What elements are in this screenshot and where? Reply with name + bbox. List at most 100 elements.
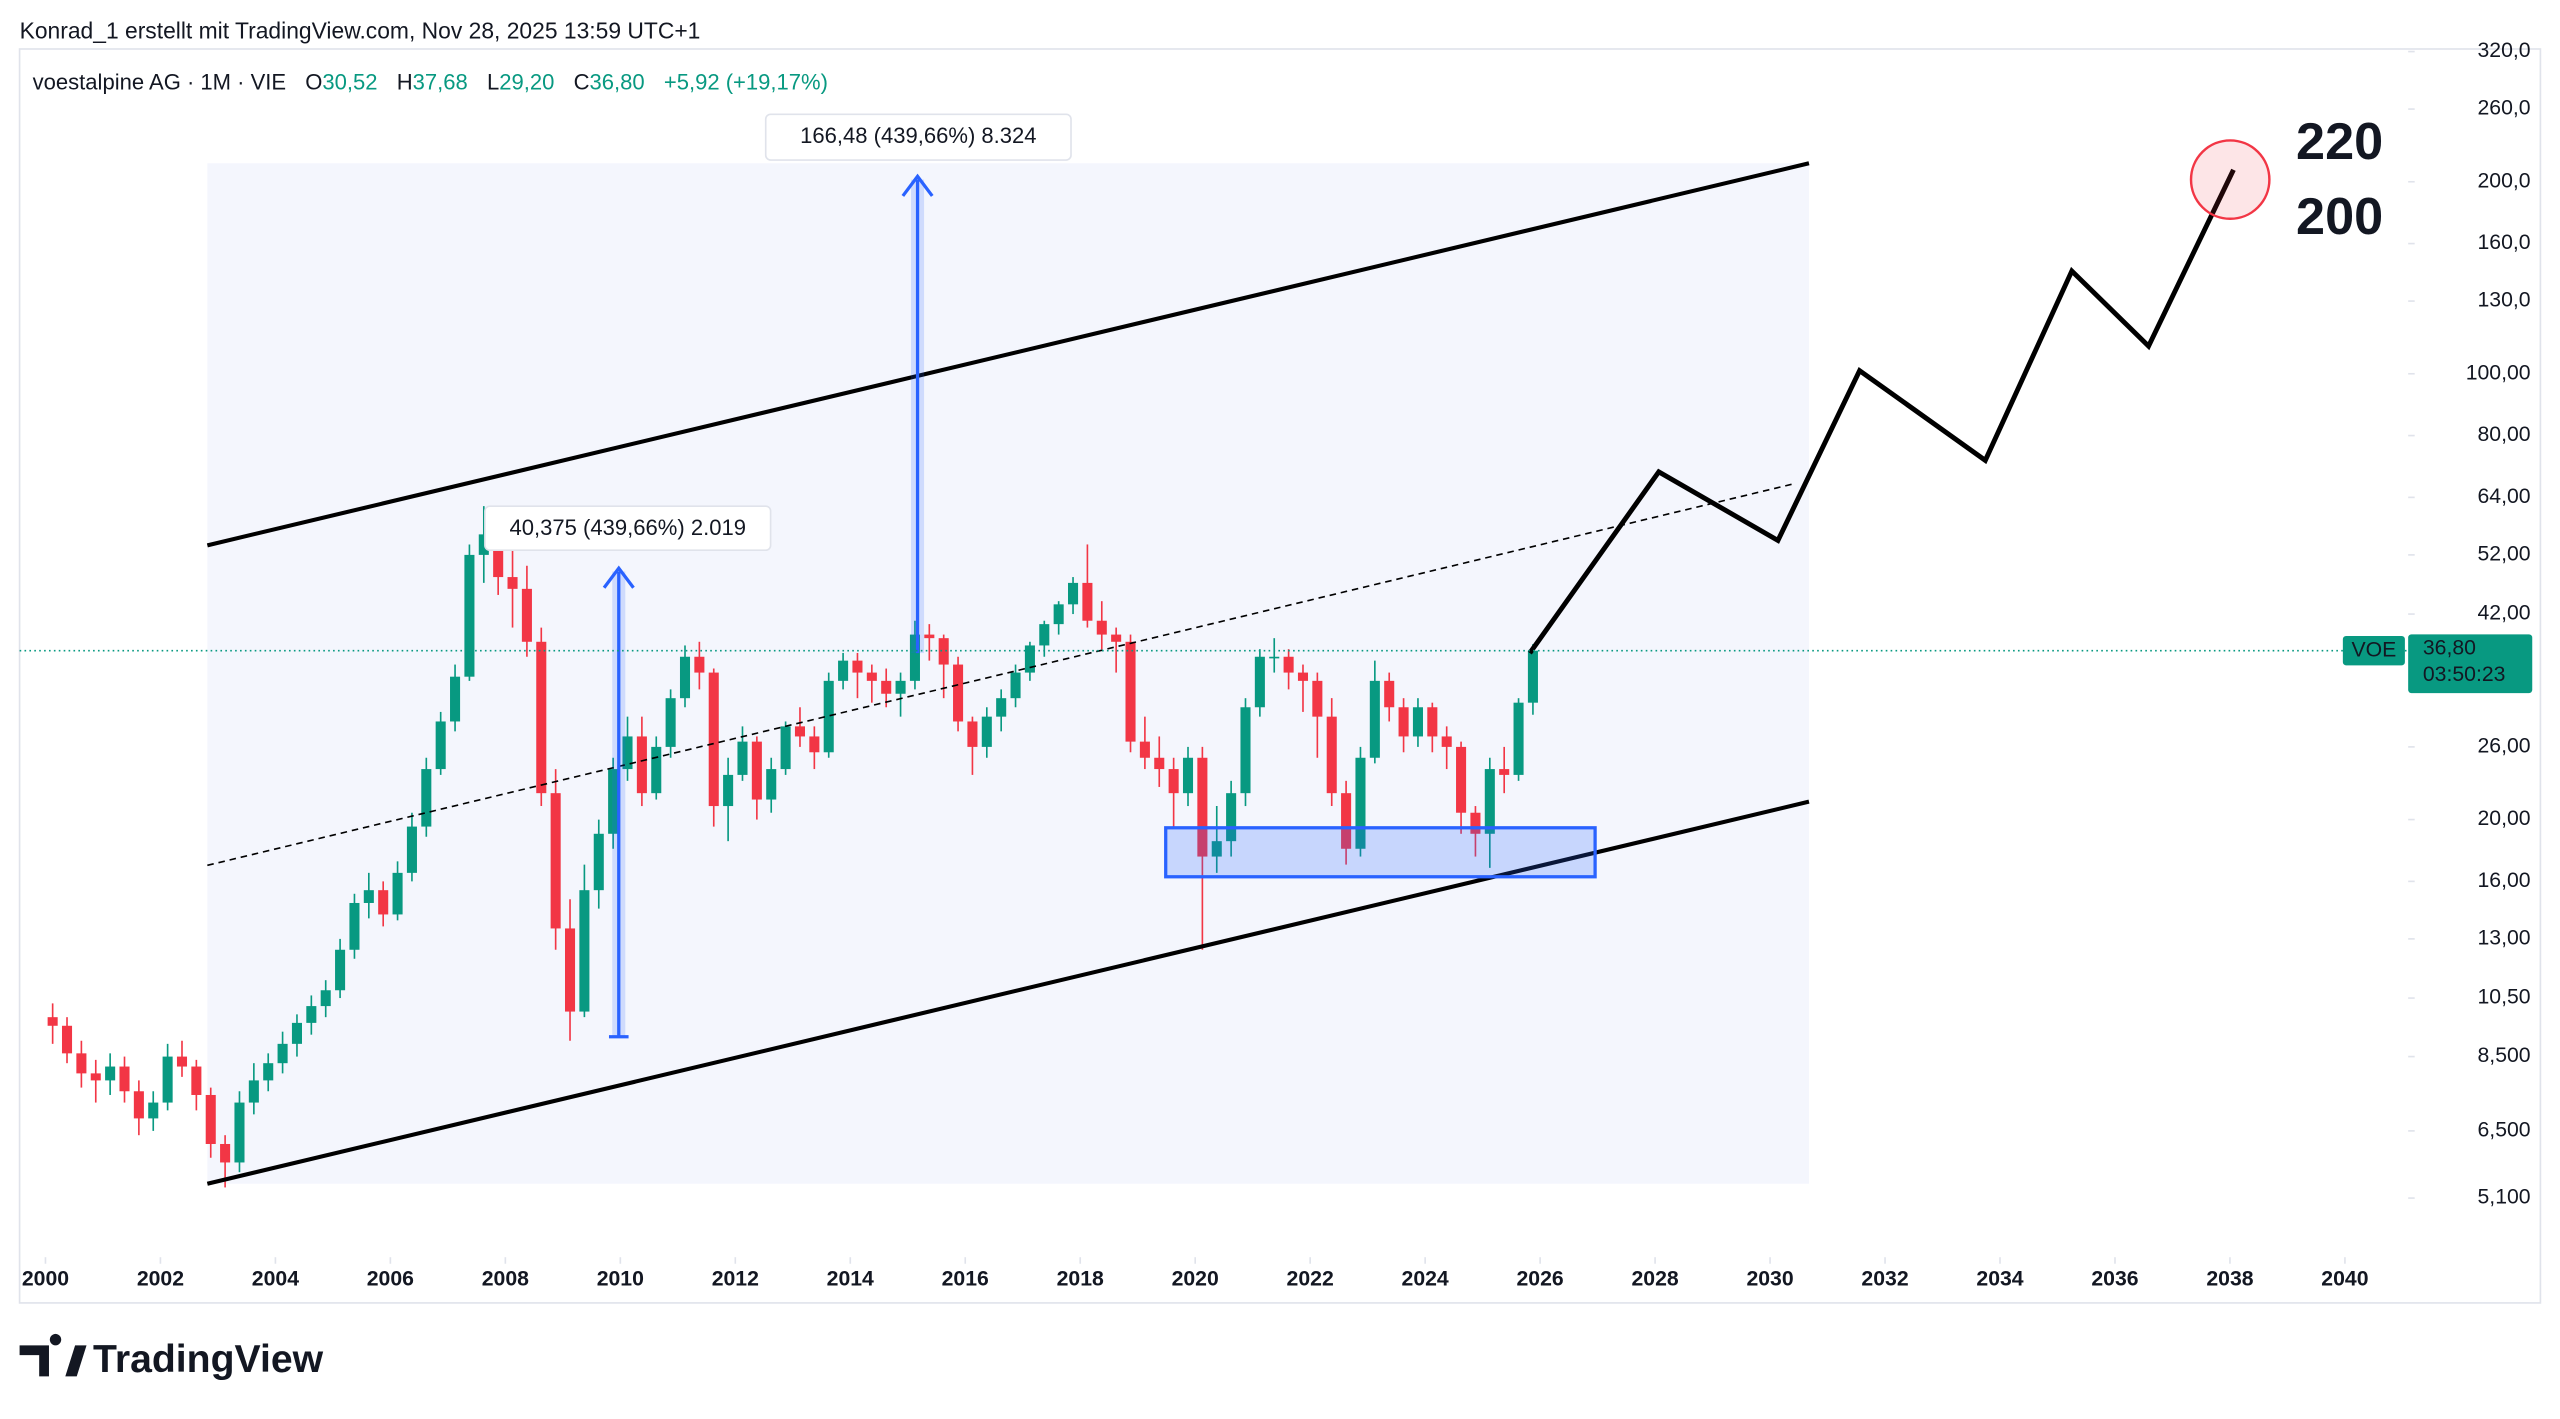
candle-body <box>794 726 806 737</box>
candle-body <box>61 1025 73 1054</box>
measure-label-box <box>484 505 772 552</box>
candle-body <box>1499 769 1510 775</box>
y-tick-label: 260,0 <box>2478 97 2531 120</box>
candle-body <box>1125 641 1136 742</box>
credit: Konrad_1 erstellt mit TradingView.com, N… <box>20 18 701 44</box>
candle-body <box>1068 582 1079 605</box>
candle-body <box>1111 634 1122 642</box>
candle-body <box>550 793 561 929</box>
candle-body <box>507 577 518 589</box>
candle-body <box>90 1073 101 1081</box>
price-tag <box>2408 634 2533 694</box>
y-tick-label: 26,00 <box>2478 735 2531 758</box>
candle-body <box>780 726 791 770</box>
x-tick-label: 2026 <box>1517 1268 1564 1291</box>
candle-body <box>406 826 417 873</box>
candle-body <box>105 1066 116 1081</box>
candle-body <box>1412 707 1423 737</box>
candle-body <box>1355 757 1366 849</box>
candle-body <box>1441 736 1452 747</box>
candle-body <box>1226 793 1237 842</box>
candle-body <box>119 1066 130 1092</box>
candle-body <box>881 680 892 694</box>
x-tick-label: 2034 <box>1976 1268 2023 1291</box>
candle-body <box>924 634 935 639</box>
candle-body <box>1326 716 1337 794</box>
ohlc-value: 30,52 <box>322 69 377 94</box>
ohlc-value: 36,80 <box>590 69 645 94</box>
target-label: 200 <box>2296 188 2383 246</box>
candle-body <box>421 769 432 827</box>
candle-body <box>1513 702 1524 775</box>
candle-body <box>1484 769 1495 834</box>
candle-body <box>651 746 662 794</box>
symbol-tag-label: VOE <box>2351 638 2396 661</box>
candle-body <box>148 1102 159 1119</box>
candle-body <box>349 902 360 950</box>
x-tick-label: 2006 <box>367 1268 414 1291</box>
x-tick-label: 2004 <box>252 1268 299 1291</box>
candle-body <box>809 736 820 753</box>
candle-body <box>1154 757 1165 770</box>
candle-body <box>176 1056 188 1067</box>
candle-body <box>1240 707 1251 794</box>
x-tick-label: 2000 <box>22 1268 69 1291</box>
brand: TradingView <box>93 1338 324 1381</box>
x-tick-label: 2014 <box>827 1268 874 1291</box>
x-tick-label: 2002 <box>137 1268 184 1291</box>
target-circle <box>2189 139 2271 221</box>
candles <box>47 506 1538 1188</box>
candle-body <box>277 1043 288 1064</box>
candle-body <box>536 641 547 794</box>
candle-body <box>694 656 705 673</box>
y-tick-label: 10,50 <box>2478 986 2531 1009</box>
candle-body <box>1053 604 1064 625</box>
candle-body <box>306 1006 317 1023</box>
measure-arrow <box>901 173 934 654</box>
y-tick-label: 80,00 <box>2478 423 2531 446</box>
y-tick-label: 5,100 <box>2478 1186 2531 1209</box>
ohlc-value: 29,20 <box>499 69 554 94</box>
candle-body <box>1384 680 1395 708</box>
x-tick-label: 2012 <box>712 1268 759 1291</box>
candle-body <box>751 741 762 800</box>
candle-body <box>1427 707 1438 737</box>
ohlc-value: 37,68 <box>413 69 468 94</box>
symbol-line: voestalpine AG · 1M · VIE O30,52 H37,68 … <box>33 69 828 94</box>
candle-body <box>996 698 1007 717</box>
x-tick-label: 2020 <box>1172 1268 1219 1291</box>
candle-body <box>953 664 964 722</box>
projection-path <box>1527 168 2236 655</box>
candle-body <box>220 1143 231 1163</box>
ohlc-label: O <box>305 69 322 94</box>
candle-body <box>608 769 619 834</box>
x-tick-label: 2024 <box>1402 1268 1449 1291</box>
candle-body <box>392 872 403 915</box>
y-tick-label: 42,00 <box>2478 602 2531 625</box>
candle-body <box>1197 757 1208 857</box>
candle-body <box>435 721 446 770</box>
candle-body <box>866 672 877 681</box>
candle-body <box>593 833 604 891</box>
candle-body <box>464 554 475 677</box>
candle-body <box>162 1056 173 1103</box>
symbol: voestalpine AG · 1M · VIE <box>33 69 286 94</box>
candle-body <box>291 1022 302 1044</box>
candle-body <box>737 741 748 775</box>
candle-body <box>1096 620 1107 635</box>
candle-body <box>852 660 863 673</box>
candle-body <box>708 672 719 807</box>
candle-body <box>1527 650 1538 703</box>
candle-body <box>1398 707 1409 737</box>
y-tick-label: 20,00 <box>2478 807 2531 830</box>
price-tag-countdown: 03:50:23 <box>2423 663 2506 686</box>
x-tick-label: 2022 <box>1287 1268 1334 1291</box>
candle-body <box>205 1094 216 1144</box>
candle-body <box>1139 741 1150 758</box>
x-tick-label: 2018 <box>1057 1268 1104 1291</box>
symbol-tag <box>2342 635 2405 666</box>
y-tick-label: 320,0 <box>2478 39 2531 62</box>
x-tick-label: 2040 <box>2321 1268 2368 1291</box>
y-tick-label: 160,0 <box>2478 231 2531 254</box>
